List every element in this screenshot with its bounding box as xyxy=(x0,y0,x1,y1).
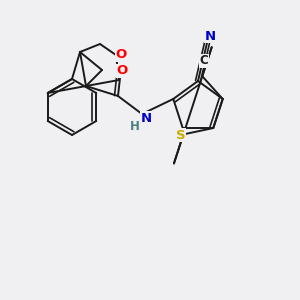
Text: S: S xyxy=(176,128,185,142)
Text: C: C xyxy=(200,55,208,68)
Text: N: N xyxy=(204,29,216,43)
Text: H: H xyxy=(130,119,140,133)
Text: N: N xyxy=(140,112,152,124)
Text: O: O xyxy=(116,64,128,77)
Text: O: O xyxy=(116,49,127,62)
